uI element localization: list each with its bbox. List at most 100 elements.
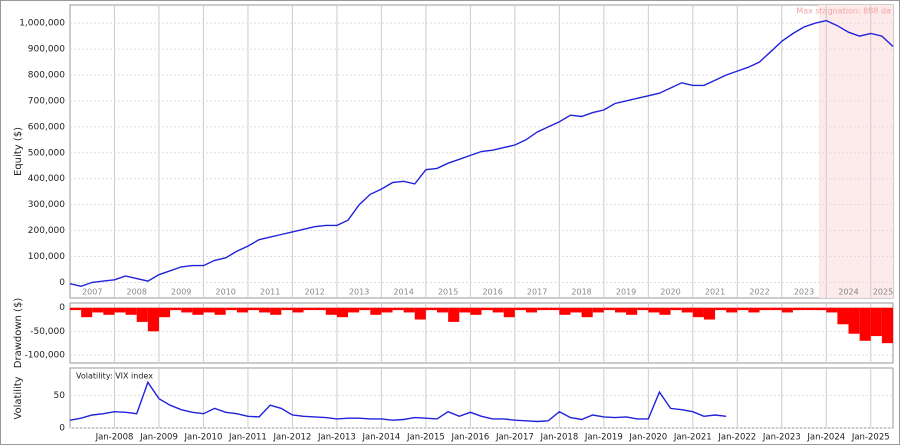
drawdown-bar bbox=[514, 307, 526, 311]
drawdown-bar bbox=[203, 307, 215, 313]
panel bbox=[69, 367, 894, 429]
drawdown-bar bbox=[870, 307, 882, 337]
drawdown-bar bbox=[247, 307, 260, 311]
drawdown-bar bbox=[537, 307, 549, 311]
drawdown-bar bbox=[303, 307, 315, 311]
drawdown-bar bbox=[270, 307, 282, 315]
y-tick-label: 0 bbox=[59, 424, 65, 434]
x-tick-label: Jan-2015 bbox=[406, 433, 445, 443]
drawdown-bar bbox=[181, 307, 193, 313]
drawdown-bar bbox=[859, 307, 871, 341]
drawdown-bar bbox=[559, 307, 571, 315]
drawdown-bar bbox=[837, 307, 849, 325]
drawdown-bar bbox=[437, 307, 449, 313]
drawdown-bar bbox=[459, 307, 471, 313]
x-tick-label: Jan-2011 bbox=[228, 433, 267, 443]
drawdown-bar bbox=[348, 307, 360, 313]
drawdown-bar bbox=[236, 307, 248, 313]
drawdown-bar bbox=[147, 307, 159, 332]
period-label: 2019 bbox=[616, 288, 636, 297]
x-tick-label: Jan-2014 bbox=[361, 433, 400, 443]
period-label: 2018 bbox=[571, 288, 591, 297]
x-tick-label: Jan-2012 bbox=[273, 433, 312, 443]
drawdown-bar bbox=[715, 307, 727, 311]
period-label: 2015 bbox=[438, 288, 458, 297]
y-tick-label: 100,000 bbox=[28, 252, 65, 262]
drawdown-bar bbox=[325, 307, 337, 315]
drawdown-bar bbox=[92, 307, 104, 313]
y-tick-label: -50,000 bbox=[30, 327, 65, 337]
x-tick-label: Jan-2008 bbox=[95, 433, 134, 443]
period-label: 2014 bbox=[393, 288, 413, 297]
x-tick-label: Jan-2023 bbox=[762, 433, 801, 443]
period-label: 2010 bbox=[216, 288, 236, 297]
drawdown-bar bbox=[804, 307, 816, 311]
y-tick-label: 800,000 bbox=[28, 71, 65, 81]
drawdown-bar bbox=[848, 307, 860, 334]
y-tick-label: -100,000 bbox=[25, 350, 66, 360]
drawdown-bar bbox=[425, 307, 438, 311]
drawdown-bar bbox=[214, 307, 226, 315]
drawdown-bar bbox=[170, 307, 182, 311]
drawdown-bar bbox=[81, 307, 93, 318]
period-label: 2020 bbox=[660, 288, 680, 297]
x-tick-label: Jan-2013 bbox=[317, 433, 356, 443]
x-tick-label: Jan-2009 bbox=[139, 433, 178, 443]
x-tick-label: Jan-2017 bbox=[495, 433, 534, 443]
drawdown-bar bbox=[781, 307, 793, 313]
y-tick-label: 500,000 bbox=[28, 148, 65, 158]
drawdown-bar bbox=[748, 307, 760, 313]
y-tick-label: 0 bbox=[59, 278, 65, 288]
legend-label: Volatility: VIX index bbox=[76, 372, 153, 381]
x-tick-label: Jan-2021 bbox=[673, 433, 712, 443]
drawdown-bar bbox=[125, 307, 137, 315]
drawdown-bar bbox=[759, 307, 771, 311]
stagnation-shade bbox=[818, 5, 893, 298]
period-label: 2012 bbox=[304, 288, 324, 297]
drawdown-bar bbox=[225, 307, 237, 311]
drawdown-bar bbox=[792, 307, 805, 311]
drawdown-bar bbox=[815, 307, 827, 311]
y-tick-label: 600,000 bbox=[28, 122, 65, 132]
drawdown-bar bbox=[414, 307, 426, 320]
x-tick-label: Jan-2016 bbox=[450, 433, 489, 443]
drawdown-bar bbox=[670, 307, 682, 311]
y-tick-label: 0 bbox=[59, 303, 65, 313]
drawdown-bar bbox=[114, 307, 126, 313]
drawdown-bar bbox=[692, 307, 704, 318]
drawdown-bar bbox=[659, 307, 671, 315]
drawdown-bar bbox=[548, 307, 560, 311]
period-label: 2025 bbox=[873, 288, 893, 297]
period-label: 2007 bbox=[82, 288, 102, 297]
period-label: 2016 bbox=[482, 288, 502, 297]
x-tick-label: Jan-2019 bbox=[584, 433, 623, 443]
drawdown-bar bbox=[648, 307, 660, 313]
line bbox=[69, 19, 894, 288]
drawdown-bar bbox=[703, 307, 716, 320]
period-label: 2024 bbox=[838, 288, 858, 297]
drawdown-bar bbox=[192, 307, 204, 315]
drawdown-bar bbox=[603, 307, 615, 311]
x-tick-label: Jan-2020 bbox=[628, 433, 667, 443]
drawdown-bar bbox=[570, 307, 582, 313]
drawdown-bar bbox=[158, 307, 171, 318]
y-tick-label: 300,000 bbox=[28, 200, 65, 210]
period-label: 2017 bbox=[527, 288, 547, 297]
period-label: 2011 bbox=[260, 288, 280, 297]
period-label: 2008 bbox=[127, 288, 147, 297]
drawdown-bar bbox=[392, 307, 404, 311]
drawdown-bar bbox=[336, 307, 349, 318]
drawdown-bar bbox=[481, 307, 493, 311]
drawdown-bar bbox=[470, 307, 482, 315]
drawdown-bar bbox=[492, 307, 504, 313]
x-tick-label: Jan-2024 bbox=[806, 433, 845, 443]
y-tick-label: 1,000,000 bbox=[19, 19, 65, 29]
drawdown-bar bbox=[70, 307, 82, 311]
y-axis-title: Equity ($) bbox=[13, 127, 24, 176]
drawdown-bar bbox=[503, 307, 515, 318]
stagnation-label: Max stagnation: 888 da bbox=[796, 7, 891, 16]
period-label: 2023 bbox=[794, 288, 814, 297]
drawdown-bar bbox=[403, 307, 415, 313]
drawdown-bar bbox=[637, 307, 649, 311]
drawdown-bar bbox=[448, 307, 460, 322]
